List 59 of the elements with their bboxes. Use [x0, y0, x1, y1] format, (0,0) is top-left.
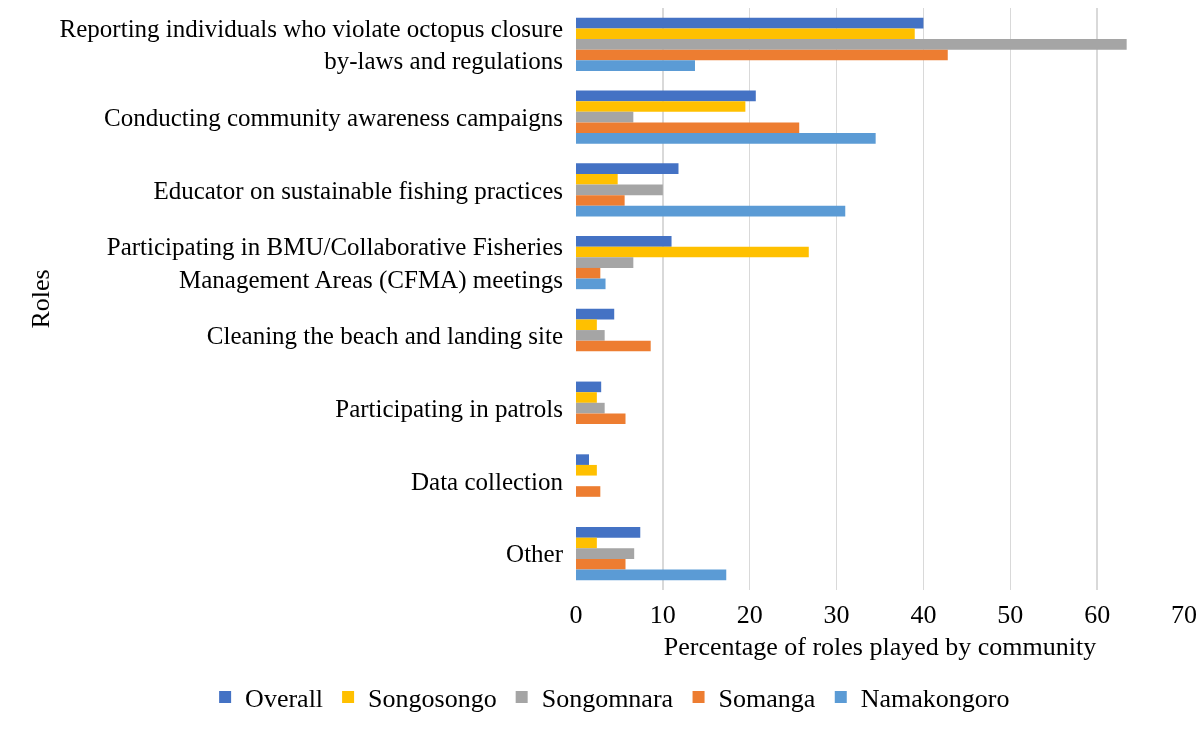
bar — [576, 111, 634, 123]
y-tick-label: Other — [506, 540, 564, 568]
y-tick-label: Participating in BMU/Collaborative Fisheries Management Areas (CFMA) meetings — [106, 233, 563, 294]
bar — [576, 537, 597, 549]
bar — [576, 39, 1127, 50]
bar — [576, 454, 590, 465]
x-tick-label: 50 — [997, 600, 1024, 629]
bar — [576, 464, 597, 476]
bar — [576, 569, 727, 581]
bar — [576, 163, 679, 174]
bar — [576, 527, 641, 538]
x-tick-label: 20 — [736, 600, 763, 629]
bar — [576, 548, 635, 559]
y-tick-label: Data collection — [410, 467, 564, 495]
bar — [576, 49, 948, 61]
bar — [576, 173, 618, 185]
x-tick-label: 70 — [1171, 600, 1197, 629]
bar — [576, 90, 756, 102]
bar — [576, 184, 663, 196]
bar — [576, 60, 695, 71]
bar — [576, 486, 601, 497]
y-tick-label: Educator on sustainable fishing practices — [153, 176, 563, 204]
bar — [576, 413, 626, 425]
legend-label: Overall — [245, 684, 324, 714]
y-axis-title: Roles — [25, 269, 55, 329]
bar — [576, 195, 625, 206]
legend-label: Somanga — [718, 684, 816, 714]
x-tick-label: 0 — [569, 600, 583, 629]
bar — [576, 17, 924, 29]
bar — [576, 319, 597, 331]
x-axis-title: Percentage of roles played by community — [663, 631, 1097, 661]
bar — [576, 205, 846, 217]
bar — [576, 402, 605, 414]
bar — [576, 340, 651, 352]
bar — [576, 101, 746, 112]
bar — [576, 28, 915, 40]
bar — [576, 392, 597, 403]
bar — [576, 558, 626, 570]
bar — [576, 246, 809, 258]
y-tick-label: Reporting individuals who violate octopus closure by-laws and regulations — [59, 14, 563, 75]
bar — [576, 267, 601, 279]
legend-label: Namakongoro — [860, 684, 1010, 714]
bar — [576, 133, 876, 144]
bar — [576, 236, 672, 247]
x-tick-label: 40 — [910, 600, 937, 629]
bar — [576, 278, 606, 290]
bar — [576, 308, 615, 320]
legend-label: Songomnara — [541, 684, 674, 714]
y-tick-label: Conducting community awareness campaigns — [104, 103, 563, 131]
x-tick-label: 30 — [823, 600, 850, 629]
x-tick-label: 10 — [649, 600, 676, 629]
bar — [576, 330, 605, 341]
bar — [576, 257, 634, 268]
y-tick-label: Cleaning the beach and landing site — [206, 322, 563, 350]
bar — [576, 381, 602, 393]
legend-label: Songosongo — [368, 684, 497, 714]
y-tick-label: Participating in patrols — [335, 394, 563, 422]
bar — [576, 122, 800, 134]
x-tick-label: 60 — [1084, 600, 1111, 629]
